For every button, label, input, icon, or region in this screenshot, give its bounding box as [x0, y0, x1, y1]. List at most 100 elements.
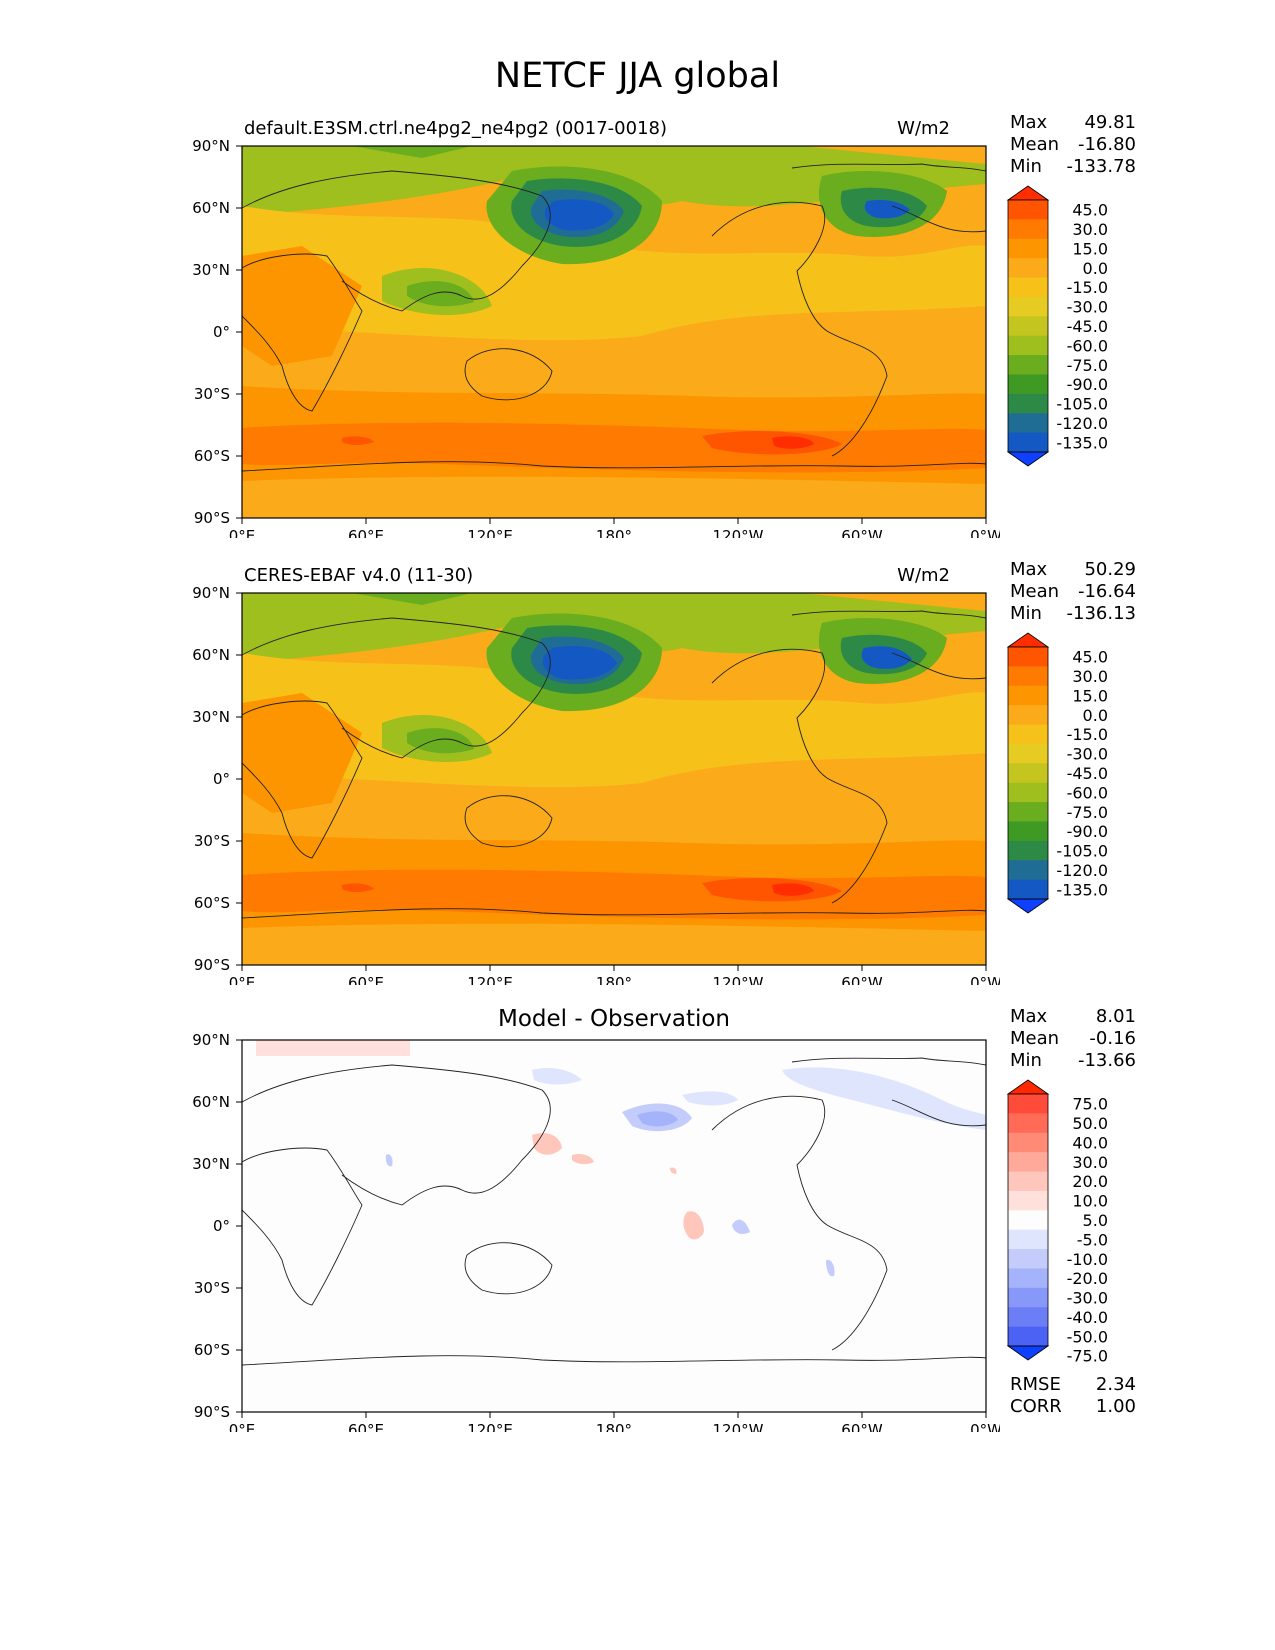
y-tick-label: 30°N	[192, 261, 230, 279]
colorbar-frame	[1007, 646, 1049, 900]
colorbar-level-label: -30.0	[1067, 745, 1108, 764]
y-tick-label: 90°N	[192, 585, 230, 602]
x-tick-label: 0°W	[970, 974, 1000, 985]
y-tick-label: 90°N	[192, 1032, 230, 1049]
x-tick-label: 60°W	[841, 527, 883, 538]
colorbar-segment	[1008, 1190, 1048, 1211]
colorbar-segment	[1008, 647, 1048, 667]
panel-2-units: W/m2	[897, 565, 950, 586]
y-tick-label: 60°S	[194, 447, 230, 465]
stat-label: Mean	[1010, 581, 1060, 602]
colorbar-level-label: -105.0	[1056, 395, 1108, 414]
colorbar-level-label: 30.0	[1072, 220, 1108, 239]
colorbar-segment	[1008, 743, 1048, 764]
colorbar-frame	[1007, 1093, 1049, 1347]
colorbar-segment	[1008, 821, 1048, 842]
colorbar-level-label: -90.0	[1067, 375, 1108, 394]
colorbar-level-label: -75.0	[1067, 803, 1108, 822]
y-tick-label: 30°S	[194, 385, 230, 403]
y-tick-label: 90°S	[194, 956, 230, 974]
colorbar-level-label: -90.0	[1067, 822, 1108, 841]
colorbar-segment	[1008, 1268, 1048, 1289]
colorbar-svg: 75.050.040.030.020.010.05.0-5.0-10.0-20.…	[1006, 1079, 1108, 1366]
panel-1-map	[242, 146, 986, 518]
colorbar-segment	[1008, 1152, 1048, 1173]
x-tick-label: 0°W	[970, 1421, 1000, 1432]
x-tick-label: 120°W	[713, 974, 764, 985]
x-tick-label: 60°E	[348, 527, 384, 538]
colorbar-svg: 45.030.015.00.0-15.0-30.0-45.0-60.0-75.0…	[1006, 185, 1108, 467]
y-tick-label: 30°N	[192, 1155, 230, 1173]
panel-3-colorbar: 75.0 50.0 40.0 30.0 20.0 10.0 5.0 -5.0 -10.0 -20.…	[1006, 1079, 1128, 1382]
colorbar-level-label: -15.0	[1067, 278, 1108, 297]
colorbar-level-label: -50.0	[1067, 1327, 1108, 1346]
panel-2-colorbar: 45.0 30.0 15.0 0.0 -15.0 -30.0 -45.0 -60.0 -75.0…	[1006, 632, 1128, 935]
stat-label: Min	[1010, 1050, 1042, 1071]
colorbar-extend-min	[1006, 898, 1050, 914]
panel-3-map	[242, 1040, 986, 1412]
panel-1-colorbar: 45.0 30.0 15.0 0.0 -15.0 -30.0 -45.0 -60.0 -75.0…	[1006, 185, 1128, 488]
colorbar-segment	[1008, 335, 1048, 356]
stat-label: Min	[1010, 156, 1042, 177]
colorbar-level-label: -10.0	[1067, 1250, 1108, 1269]
x-tick-label: 120°E	[467, 1421, 513, 1432]
stat-mean: -16.80	[1077, 134, 1136, 155]
colorbar-segment	[1008, 802, 1048, 822]
colorbar-level-label: -75.0	[1067, 356, 1108, 375]
colorbar-segment	[1008, 393, 1048, 414]
panel-3-axes: 90°N 60°N 30°N 0° 30°S 60°S 90°S 0°E 60°…	[192, 1032, 1000, 1432]
x-tick-label: 0°E	[229, 974, 256, 985]
colorbar-segment	[1008, 1287, 1048, 1308]
colorbar-segment	[1008, 1307, 1048, 1328]
colorbar-level-label: -45.0	[1067, 317, 1108, 336]
x-tick-label: 120°W	[713, 1421, 764, 1432]
colorbar-segment	[1008, 238, 1048, 259]
stat-label: Max	[1010, 112, 1048, 133]
colorbar-extend-max	[1006, 632, 1050, 648]
metric-corr: 1.00	[1095, 1396, 1136, 1417]
colorbar-level-label: 30.0	[1072, 1153, 1108, 1172]
y-tick-label: 90°S	[194, 509, 230, 527]
x-tick-label: 60°W	[841, 1421, 883, 1432]
colorbar-level-label: 0.0	[1083, 706, 1108, 725]
y-tick-label: 60°N	[192, 199, 230, 217]
colorbar-segment	[1008, 1113, 1048, 1134]
x-tick-label: 120°W	[713, 527, 764, 538]
colorbar-level-label: 0.0	[1083, 259, 1108, 278]
colorbar-level-label: -75.0	[1067, 1347, 1108, 1366]
y-tick-label: 30°S	[194, 832, 230, 850]
panel-1-title: default.E3SM.ctrl.ne4pg2_ne4pg2 (0017-00…	[244, 118, 667, 139]
colorbar-level-label: -20.0	[1067, 1269, 1108, 1288]
x-tick-label: 60°E	[348, 974, 384, 985]
colorbar-segment	[1008, 763, 1048, 784]
y-tick-label: 60°S	[194, 894, 230, 912]
stat-label: Mean	[1010, 1028, 1060, 1049]
colorbar-level-label: -60.0	[1067, 783, 1108, 802]
y-tick-label: 60°N	[192, 1093, 230, 1111]
colorbar-level-label: -60.0	[1067, 336, 1108, 355]
colorbar-segment	[1008, 724, 1048, 745]
figure-title: NETCF JJA global	[494, 56, 781, 96]
panel-3-stats: Max 8.01 Mean -0.16 Min -13.66	[1010, 1006, 1136, 1072]
colorbar-level-label: -135.0	[1056, 433, 1108, 452]
colorbar-segment	[1008, 860, 1048, 881]
x-tick-label: 60°E	[348, 1421, 384, 1432]
y-tick-label: 60°N	[192, 646, 230, 664]
y-tick-label: 0°	[213, 1217, 230, 1235]
colorbar-extend-max	[1006, 185, 1050, 201]
stat-label: Max	[1010, 559, 1048, 580]
colorbar-segment	[1008, 277, 1048, 298]
colorbar-extend-min	[1006, 1345, 1050, 1361]
panel-2-stats: Max 50.29 Mean -16.64 Min -136.13	[1010, 559, 1136, 625]
x-tick-label: 120°E	[467, 527, 513, 538]
colorbar-segment	[1008, 296, 1048, 317]
colorbar-segment	[1008, 1210, 1048, 1231]
colorbar-segment	[1008, 1094, 1048, 1114]
y-tick-label: 90°S	[194, 1403, 230, 1421]
colorbar-level-label: 10.0	[1072, 1192, 1108, 1211]
colorbar-level-label: 15.0	[1072, 686, 1108, 705]
x-tick-label: 60°W	[841, 974, 883, 985]
panel-3-metrics: RMSE 2.34 CORR 1.00	[1010, 1374, 1136, 1418]
colorbar-level-label: -5.0	[1077, 1230, 1108, 1249]
colorbar-segment	[1008, 1249, 1048, 1269]
